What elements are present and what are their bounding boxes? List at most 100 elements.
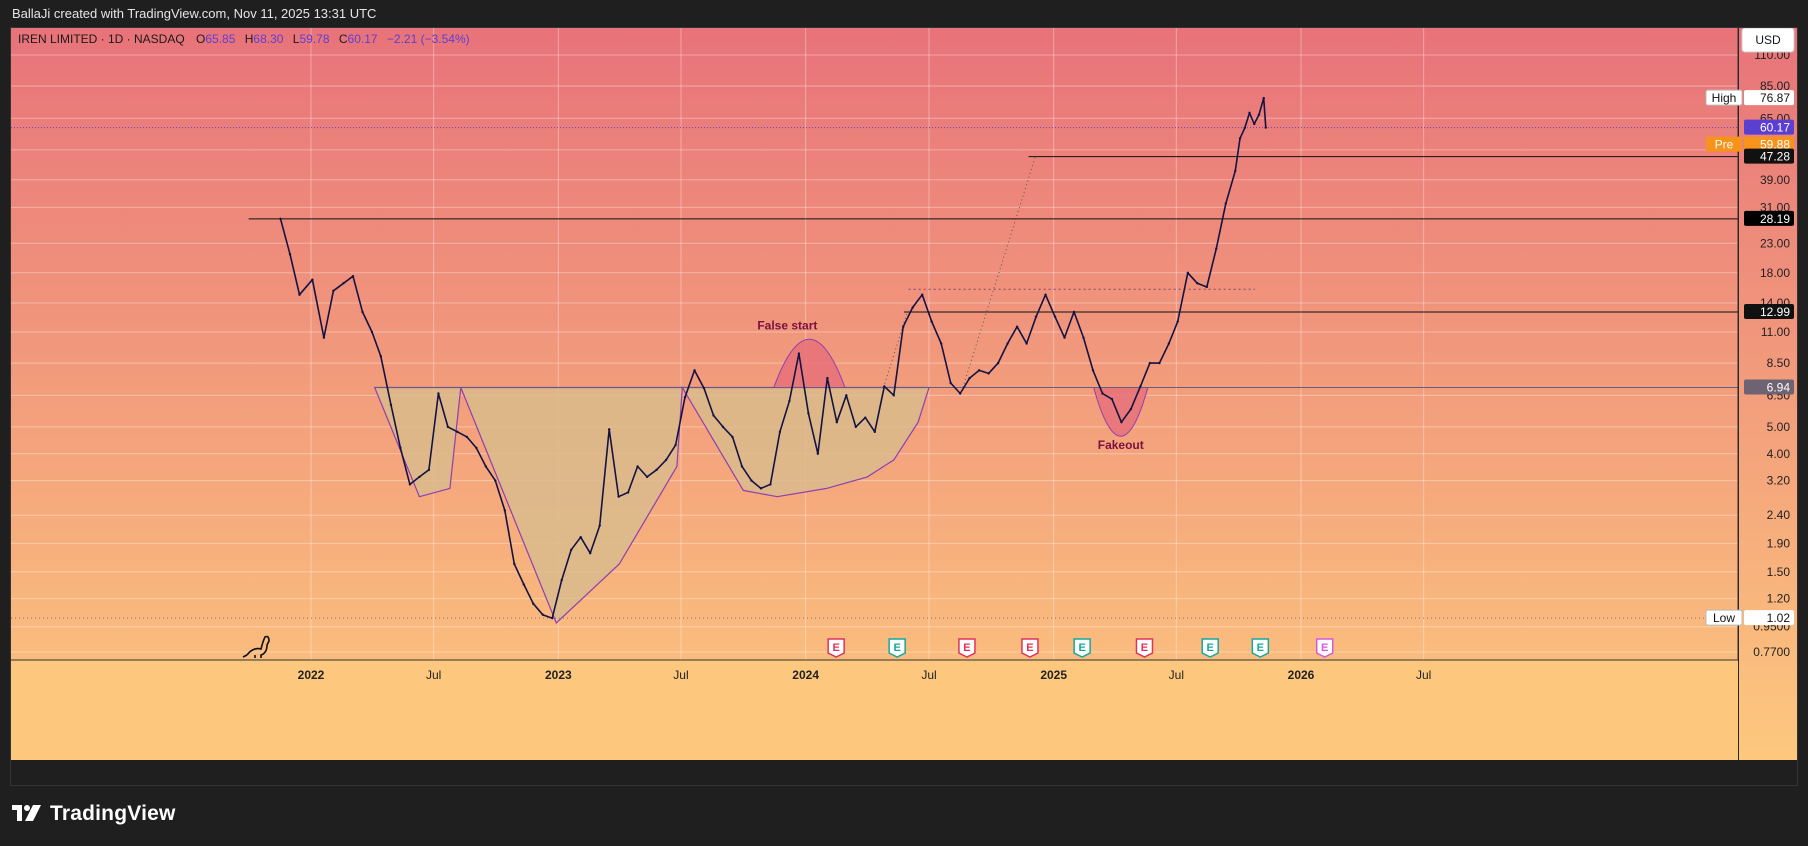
earnings-label: E — [832, 642, 839, 654]
price-point — [996, 361, 1000, 365]
price-point — [1234, 169, 1237, 173]
svg-text:IREN LIMITED · 1D · NASDAQ: IREN LIMITED · 1D · NASDAQ O65.85 H68.30… — [18, 32, 470, 46]
close-label: C — [339, 32, 348, 46]
inverse-head-shoulders-pattern — [373, 385, 930, 625]
price-label-box — [1744, 148, 1794, 164]
price-point — [826, 376, 829, 380]
price-point — [503, 509, 506, 512]
price-label-tag — [1706, 136, 1742, 152]
x-tick-label: Jul — [1169, 668, 1184, 682]
price-point — [279, 217, 282, 221]
symbol-name: IREN LIMITED · 1D · NASDAQ — [18, 32, 185, 46]
price-point — [551, 616, 554, 620]
price-label-value: 60.17 — [1760, 121, 1790, 135]
price-point — [816, 452, 820, 455]
price-point — [570, 548, 573, 552]
price-point — [721, 425, 725, 429]
price-point — [902, 325, 905, 328]
x-tick-label: Jul — [1416, 668, 1431, 682]
price-point — [465, 435, 469, 439]
price-point — [1110, 397, 1114, 401]
price-point — [835, 420, 839, 424]
price-point — [311, 278, 314, 281]
price-point — [702, 386, 706, 390]
earnings-marker — [958, 638, 976, 658]
price-point — [1248, 111, 1251, 115]
price-point — [1215, 247, 1218, 250]
price-point — [1015, 325, 1019, 328]
price-point — [522, 583, 525, 586]
currency-button[interactable]: USD — [1741, 28, 1795, 53]
price-point — [288, 253, 292, 256]
price-point — [645, 475, 649, 479]
y-tick-label: 11.00 — [1761, 325, 1790, 339]
price-point — [1006, 342, 1009, 345]
annotation-label: Fakeout — [1098, 438, 1144, 452]
price-point — [389, 403, 393, 407]
price-label-box — [1744, 610, 1794, 626]
price-point — [1025, 342, 1028, 345]
price-point — [1139, 385, 1142, 388]
price-point — [740, 465, 744, 468]
price-point — [636, 465, 639, 468]
price-point — [731, 435, 734, 439]
pattern-drawings[interactable] — [373, 156, 1149, 625]
horizontal-levels[interactable] — [11, 127, 1738, 619]
price-point — [1253, 122, 1256, 126]
price-label-box — [1744, 379, 1794, 395]
price-point — [1158, 361, 1161, 365]
price-point — [418, 475, 421, 479]
x-tick-label: Jul — [673, 668, 688, 682]
price-labels: 76.87 High 60.17 59.88 Pre 47.28 28.19 12.99 6.9… — [1705, 89, 1794, 626]
price-point — [1257, 113, 1261, 116]
price-label-value: 6.94 — [1767, 380, 1791, 394]
price-point — [579, 535, 582, 539]
price-point — [532, 602, 535, 605]
price-point — [683, 396, 687, 399]
open-label: O — [196, 32, 205, 46]
x-tick-label: Jul — [426, 668, 441, 682]
price-point — [750, 479, 753, 482]
price-point — [588, 552, 592, 555]
price-point — [560, 578, 563, 582]
price-point — [1243, 126, 1246, 130]
price-point — [987, 372, 990, 375]
price-point — [949, 381, 952, 385]
price-point — [693, 369, 696, 372]
price-label-box — [1744, 136, 1794, 152]
price-point — [1044, 293, 1047, 296]
price-label-tag-text: Low — [1713, 611, 1735, 625]
price-point — [759, 487, 763, 490]
price-label-value: 12.99 — [1760, 305, 1790, 319]
price-point — [807, 412, 810, 415]
price-point — [1224, 202, 1227, 205]
price-label-tag-text: Pre — [1715, 138, 1734, 152]
price-point — [351, 274, 355, 278]
price-label-tag — [1705, 89, 1743, 106]
attribution: BallaJi created with TradingView.com, No… — [12, 6, 377, 21]
y-tick-label: 1.90 — [1767, 536, 1791, 550]
earnings-label: E — [963, 642, 970, 654]
price-point — [1120, 420, 1123, 424]
y-tick-label: 18.00 — [1760, 266, 1790, 280]
price-point — [1167, 342, 1171, 345]
y-tick-label: 1.20 — [1767, 592, 1791, 606]
price-point — [1101, 392, 1104, 395]
price-point — [1264, 126, 1267, 129]
price-point — [674, 443, 677, 447]
earnings-label: E — [1257, 642, 1264, 654]
price-point — [379, 354, 382, 358]
price-point — [626, 491, 630, 494]
price-label-box — [1744, 90, 1794, 106]
price-point — [513, 562, 516, 566]
price-point — [494, 479, 497, 482]
price-point — [664, 458, 668, 462]
price-label-value: 59.88 — [1760, 138, 1790, 152]
x-axis-background — [11, 660, 1738, 760]
earnings-label: E — [1026, 642, 1033, 654]
earnings-marker — [1073, 638, 1091, 658]
x-axis[interactable]: 2022 Jul 2023 Jul 2024 Jul 2025 Jul 2026 Jul — [11, 659, 1738, 760]
